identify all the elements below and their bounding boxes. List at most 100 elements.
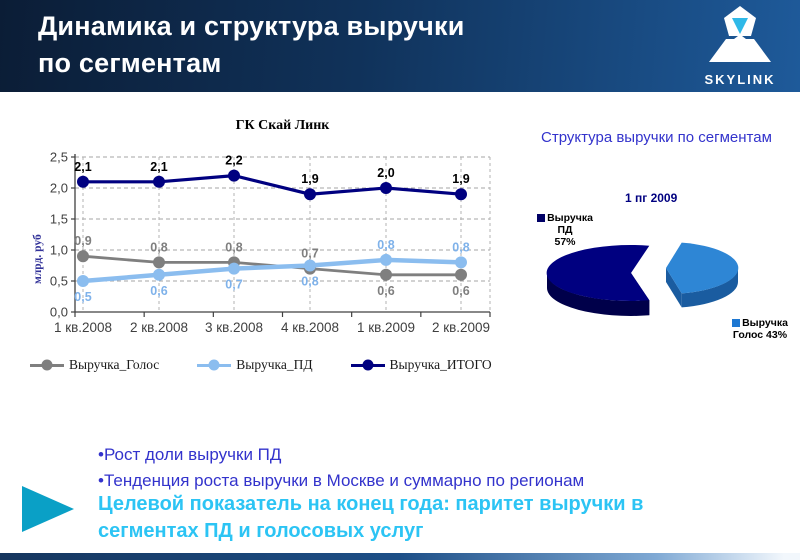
pie-slice-face: [666, 242, 739, 294]
data-label: 0,6: [452, 284, 469, 298]
data-label: 0,9: [74, 234, 91, 248]
series-line-1: [82, 257, 462, 284]
legend-dot-icon: [41, 359, 53, 371]
pie-legend-pd-pct: 57%: [554, 236, 576, 248]
legend-item: Выручка_ИТОГО: [350, 357, 492, 373]
data-label: 0,8: [225, 240, 242, 254]
logo-triangle-icon: [732, 18, 748, 34]
highlight-text: Целевой показатель на конец года: парите…: [98, 491, 718, 545]
pie-legend-pd-line1: Выручка: [531, 212, 599, 224]
y-tick-label: 1,5: [50, 212, 68, 227]
arrow-right-icon: [22, 486, 74, 532]
data-point: [304, 188, 316, 201]
data-label: 0,6: [150, 284, 167, 298]
data-point: [228, 169, 240, 182]
line-chart-legend: Выручка_Голос Выручка_ПД Выручка_ИТОГО: [30, 357, 500, 373]
bullet-item-1: •Рост доли выручки ПД: [98, 445, 282, 464]
data-point: [153, 268, 165, 281]
pie-legend-pd: Выручка ПД 57%: [531, 212, 599, 248]
logo-text: SKYLINK: [704, 72, 776, 87]
skylink-logo: SKYLINK: [688, 5, 792, 89]
line-chart-svg: 0,0 0,5 1,0 1,5 2,0 2,5 1 кв.2008 2 кв.2008 3 кв…: [50, 150, 491, 335]
legend-marker-icon: [350, 359, 385, 371]
data-point: [380, 182, 392, 194]
data-point: [77, 275, 89, 287]
pie-chart-subtitle: 1 пг 2009: [625, 191, 678, 205]
legend-item: Выручка_Голос: [30, 357, 159, 373]
golos-legend-text: Выручка: [742, 317, 788, 329]
legend-marker-icon: [197, 359, 232, 371]
pie-slice-face: [666, 268, 682, 308]
data-label: 0,8: [150, 240, 167, 254]
pie-legend-golos-pct: Голос 43%: [732, 329, 788, 341]
line-chart-panel: ГК Скай Линк млрд. руб 0,0 0,5 1,0 1,5 2,0 2,…: [30, 112, 510, 387]
pie-legend-golos-line1: Выручка: [720, 317, 800, 329]
pie-legend-pd-line2: ПД: [557, 224, 573, 236]
slide-header: Динамика и структура выручки по сегмента…: [0, 0, 800, 92]
data-label: 0,8: [377, 238, 394, 252]
y-tick-label: 1,0: [50, 243, 68, 258]
y-tick-label: 2,0: [50, 181, 68, 196]
data-label: 0,8: [301, 275, 318, 289]
legend-dot-icon: [208, 359, 220, 371]
data-point: [153, 175, 165, 188]
pd-legend-text: Выручка: [547, 212, 593, 224]
highlight-line1: Целевой показатель на конец года: парите…: [98, 493, 644, 515]
pie-chart-svg: [546, 242, 739, 316]
data-label: 1,9: [301, 172, 318, 186]
x-category-label: 1 кв.2009: [357, 320, 415, 335]
legend-label: Выручка_ИТОГО: [389, 357, 492, 372]
page-title: Динамика и структура выручки по сегмента…: [38, 8, 465, 82]
pie-slice-face: [546, 245, 650, 301]
highlight-line2: сегментах ПД и голосовых услуг: [98, 520, 424, 542]
logo-bottom-shape: [709, 34, 771, 62]
data-label: 0,7: [301, 247, 318, 261]
legend-marker-icon: [30, 359, 64, 371]
x-category-label: 3 кв.2008: [205, 320, 263, 335]
skylink-logo-icon: [709, 6, 771, 62]
data-point: [153, 256, 165, 269]
page-title-line1: Динамика и структура выручки: [38, 11, 465, 41]
data-point: [380, 268, 392, 281]
line-chart-title: ГК Скай Линк: [235, 118, 330, 133]
data-label: 0,6: [377, 284, 394, 298]
data-label: 1,9: [452, 172, 469, 186]
bullet-item-2: •Тенденция роста выручки в Москве и сумм…: [98, 471, 585, 490]
pie-slice-face: [547, 273, 650, 316]
data-label: 2,1: [150, 160, 167, 174]
pie-chart-panel: Структура выручки по сегментам 1 пг 2009…: [515, 125, 800, 365]
legend-label: Выручка_Голос: [69, 357, 160, 372]
y-tick-label: 0,5: [50, 274, 68, 289]
data-label: 0,7: [225, 278, 242, 292]
data-point: [304, 259, 316, 272]
data-label: 2,0: [377, 166, 394, 180]
data-point: [455, 188, 467, 201]
pie-chart-title: Структура выручки по сегментам: [541, 129, 772, 146]
series-line-2: [83, 173, 462, 196]
bullet-list: •Рост доли выручки ПД •Тенденция роста в…: [98, 442, 738, 494]
bottom-bar: [0, 553, 800, 560]
legend-label: Выручка_ПД: [236, 357, 313, 372]
data-point: [455, 256, 467, 269]
data-label: 2,1: [74, 160, 91, 174]
y-tick-label: 0,0: [50, 305, 68, 320]
pie-slice-face: [681, 268, 739, 308]
legend-item: Выручка_ПД: [197, 357, 313, 373]
data-point: [228, 262, 240, 275]
data-point: [380, 253, 392, 266]
x-category-label: 2 кв.2009: [432, 320, 490, 335]
data-label: 2,2: [225, 154, 242, 168]
x-category-label: 2 кв.2008: [130, 320, 188, 335]
pie-legend-golos: Выручка Голос 43%: [720, 317, 800, 341]
legend-dot-icon: [362, 359, 374, 371]
x-category-label: 4 кв.2008: [281, 320, 339, 335]
data-point: [77, 175, 89, 188]
page-title-line2: по сегментам: [38, 48, 222, 78]
x-category-label: 1 кв.2008: [54, 320, 112, 335]
pd-legend-square-icon: [537, 214, 546, 222]
data-point: [77, 250, 89, 263]
data-point: [455, 268, 467, 281]
golos-legend-square-icon: [732, 319, 741, 327]
data-label: 0,5: [74, 290, 91, 304]
